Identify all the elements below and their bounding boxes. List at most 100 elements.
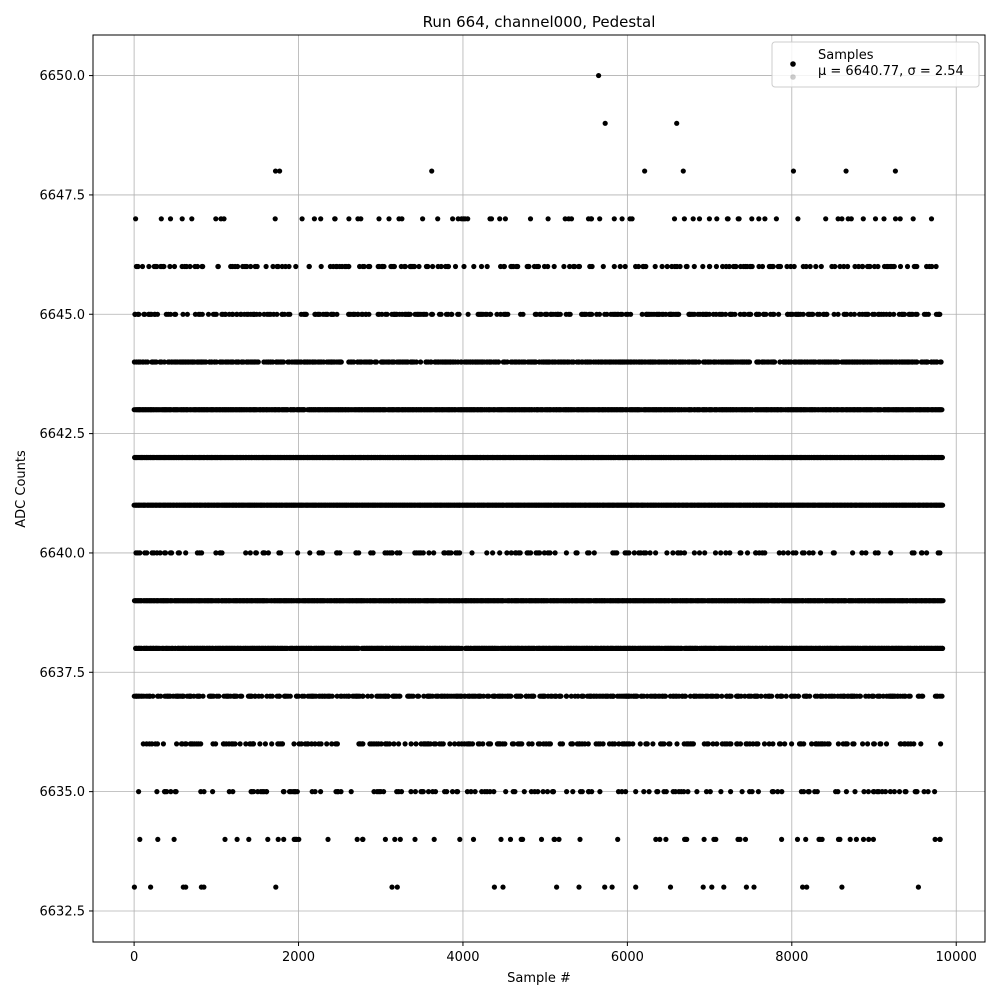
data-point [337, 550, 343, 556]
data-point [448, 550, 454, 556]
data-point [803, 836, 809, 843]
data-point [780, 550, 787, 556]
data-point [312, 789, 318, 795]
data-point [801, 789, 807, 795]
data-point [269, 741, 275, 747]
data-point [547, 550, 553, 556]
data-point [907, 693, 913, 699]
data-point [427, 741, 433, 747]
data-point [378, 741, 384, 747]
data-point [253, 550, 259, 556]
data-point [410, 693, 416, 699]
data-point [365, 693, 371, 699]
data-point [887, 789, 894, 795]
data-point [626, 550, 632, 556]
data-point [712, 550, 719, 556]
data-point [851, 741, 857, 747]
data-point [298, 741, 304, 747]
data-point [570, 789, 576, 795]
data-point [938, 741, 944, 747]
data-point [136, 789, 142, 795]
data-point [684, 836, 690, 843]
data-point [200, 693, 206, 699]
data-point [457, 550, 463, 556]
data-point [806, 789, 812, 795]
data-point [826, 741, 832, 747]
data-point [710, 741, 716, 747]
data-point [920, 693, 926, 699]
data-point [631, 550, 637, 556]
data-point [853, 836, 860, 843]
data-point [779, 789, 785, 795]
data-point [413, 741, 419, 747]
data-point [392, 836, 398, 843]
data-point [755, 789, 762, 795]
data-point [301, 693, 307, 699]
data-point [634, 693, 640, 699]
data-point [507, 836, 514, 843]
data-point [835, 741, 842, 747]
data-point [431, 550, 437, 556]
data-point [389, 550, 395, 556]
data-point [681, 789, 687, 795]
data-point [616, 741, 622, 747]
data-point [937, 550, 943, 556]
data-point [575, 693, 581, 699]
data-point [650, 741, 656, 747]
data-point [396, 741, 402, 747]
data-point [878, 741, 884, 747]
data-point [610, 693, 617, 699]
data-point [487, 741, 494, 747]
data-point [275, 836, 281, 843]
data-point [511, 741, 517, 747]
data-point [432, 789, 439, 795]
data-point [728, 789, 734, 795]
data-point [860, 836, 867, 843]
data-point [265, 550, 271, 556]
chart-title: Run 664, channel000, Pedestal [423, 13, 656, 31]
data-point [751, 884, 757, 890]
data-point [554, 884, 560, 890]
data-point [646, 789, 652, 795]
data-point [500, 884, 506, 890]
data-point [758, 693, 764, 699]
data-point [718, 789, 724, 795]
data-point [269, 693, 275, 699]
data-point [882, 789, 889, 795]
data-point [713, 836, 719, 843]
data-point [591, 550, 597, 556]
data-point [795, 693, 802, 699]
data-point [940, 502, 946, 508]
data-point [865, 741, 871, 747]
data-point [714, 741, 720, 747]
data-point [777, 741, 784, 747]
data-point [921, 789, 927, 795]
data-point [324, 741, 330, 747]
data-point [234, 836, 240, 843]
data-point [737, 836, 743, 843]
data-point [199, 550, 205, 556]
data-point [294, 789, 300, 795]
data-point [589, 789, 595, 795]
data-point [334, 741, 340, 747]
data-point [657, 836, 663, 843]
data-point [160, 741, 166, 747]
data-point [512, 789, 518, 795]
data-point [738, 550, 744, 556]
data-point [911, 741, 917, 747]
data-point [670, 550, 676, 556]
data-point [865, 789, 872, 795]
data-point [681, 550, 688, 556]
data-point [577, 836, 583, 843]
data-point [556, 836, 562, 843]
data-point [667, 741, 673, 747]
data-point [914, 789, 920, 795]
data-point [742, 836, 749, 843]
data-point [216, 693, 222, 699]
data-point [369, 693, 375, 699]
data-point [508, 693, 514, 699]
data-point [502, 741, 508, 747]
data-point [860, 741, 866, 747]
data-point [251, 789, 257, 795]
data-point [420, 550, 426, 556]
